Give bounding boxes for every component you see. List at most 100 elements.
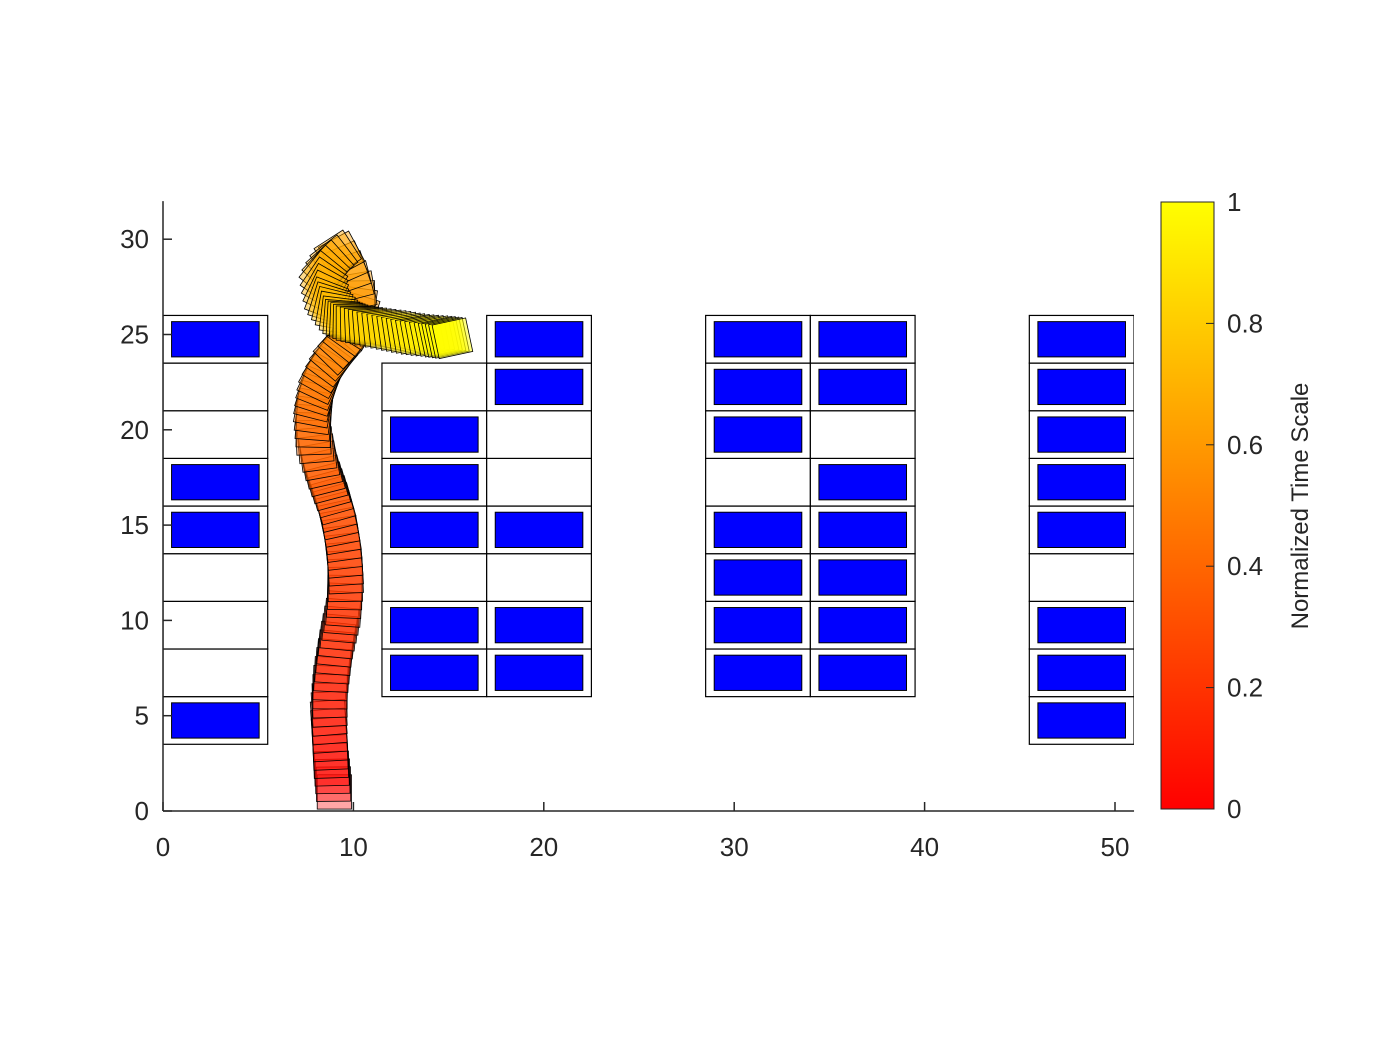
parked-car (818, 511, 908, 548)
parked-car (171, 511, 260, 548)
parking-slot (705, 457, 811, 507)
colorbar-tick-label: 0.8 (1227, 308, 1263, 338)
parking-slot (486, 457, 592, 507)
colorbar-tick-label: 1 (1227, 187, 1241, 217)
colorbar-tick-label: 0.2 (1227, 673, 1263, 703)
parked-car (390, 654, 479, 691)
vehicle-footprint (322, 299, 361, 337)
parking-slot (486, 553, 592, 602)
parked-car (713, 416, 803, 453)
parked-car (713, 607, 803, 644)
vehicle-footprint (343, 306, 381, 344)
parking-slot (163, 648, 269, 698)
parked-car (171, 464, 260, 501)
vehicle-footprint (314, 758, 351, 795)
parked-car (1037, 607, 1126, 644)
vehicle-footprint (305, 461, 349, 505)
parking-slot (163, 362, 269, 412)
colorbar: 0 0.2 0.4 0.6 0.8 1 Normalized Time Scale (1160, 187, 1314, 824)
parking-slot (1028, 553, 1134, 602)
vehicle-footprint (371, 310, 411, 350)
parked-car (818, 464, 908, 501)
colorbar-ticks: 0 0.2 0.4 0.6 0.8 1 (1206, 187, 1263, 824)
parked-car (818, 654, 908, 691)
colorbar-tick-label: 0.6 (1227, 430, 1263, 460)
parked-car (171, 321, 260, 358)
parked-car (713, 511, 803, 548)
vehicle-footprint (313, 482, 357, 526)
x-tick-label: 40 (910, 832, 939, 862)
parked-car (390, 416, 479, 453)
vehicle-footprint (308, 468, 352, 512)
x-tick-label: 30 (720, 832, 749, 862)
parked-car (1037, 464, 1126, 501)
parking-slot (163, 410, 269, 459)
vehicle-footprint (308, 332, 359, 382)
colorbar-tick-label: 0.4 (1227, 551, 1263, 581)
parked-car (1037, 368, 1126, 406)
y-tick-label: 15 (120, 510, 149, 540)
parked-car (1037, 321, 1126, 358)
parked-car (390, 511, 479, 548)
parked-car (818, 368, 908, 406)
colorbar-gradient (1160, 201, 1215, 810)
vehicle-footprint (323, 597, 362, 636)
parked-car (1037, 702, 1126, 739)
parked-car (1037, 511, 1126, 548)
parking-lots (163, 314, 1134, 745)
y-tick-label: 5 (135, 701, 149, 731)
parked-car (713, 559, 803, 596)
vehicle-footprint (366, 309, 406, 349)
parked-car (1037, 654, 1126, 691)
parked-car (494, 511, 584, 548)
x-tick-label: 10 (339, 832, 368, 862)
parked-car (713, 321, 803, 358)
parked-car (818, 321, 908, 358)
parking-slot (809, 410, 916, 459)
vehicle-footprint (313, 229, 362, 278)
parking-slot (381, 362, 488, 412)
parked-car (713, 654, 803, 691)
vehicle-footprint (317, 620, 357, 660)
parked-car (390, 464, 479, 501)
vehicle-footprint (361, 308, 400, 348)
vehicle-footprint (315, 766, 352, 802)
plot-area: 0 10 20 30 40 50 0 5 10 15 20 25 30 (120, 201, 1135, 862)
parked-car (818, 559, 908, 596)
parking-slot (163, 600, 269, 650)
colorbar-tick-label: 0 (1227, 794, 1241, 824)
vehicle-footprint (295, 412, 332, 448)
parked-car (494, 368, 584, 406)
parked-car (494, 654, 584, 691)
vehicle-footprint (356, 308, 395, 347)
parked-car (713, 368, 803, 406)
y-tick-label: 20 (120, 415, 149, 445)
parking-slot (381, 553, 488, 602)
x-tick-label: 0 (156, 832, 170, 862)
x-tick-label: 50 (1101, 832, 1130, 862)
vehicle-footprint (292, 387, 334, 429)
vehicle-footprint (301, 244, 351, 295)
vehicle-trajectory (292, 229, 474, 810)
vehicle-footprint (310, 285, 354, 329)
x-tick-label: 20 (529, 832, 558, 862)
y-tick-label: 10 (120, 605, 149, 635)
vehicle-footprint (301, 447, 344, 490)
vehicle-footprint (321, 605, 360, 644)
colorbar-label: Normalized Time Scale (1287, 383, 1314, 630)
y-tick-label: 30 (120, 224, 149, 254)
parked-car (494, 607, 584, 644)
axes: 0 10 20 30 40 50 0 5 10 15 20 25 30 (120, 201, 1135, 862)
y-tick-label: 25 (120, 320, 149, 350)
vehicle-footprint (316, 774, 352, 810)
vehicle-footprint (351, 307, 390, 346)
vehicle-footprint (329, 302, 366, 339)
y-tick-label: 0 (135, 796, 149, 826)
parked-car (494, 321, 584, 358)
parked-car (1037, 416, 1126, 453)
parked-car (390, 607, 479, 644)
parked-car (171, 702, 260, 739)
vehicle-footprint (305, 338, 355, 388)
vehicle-footprint (319, 613, 358, 652)
